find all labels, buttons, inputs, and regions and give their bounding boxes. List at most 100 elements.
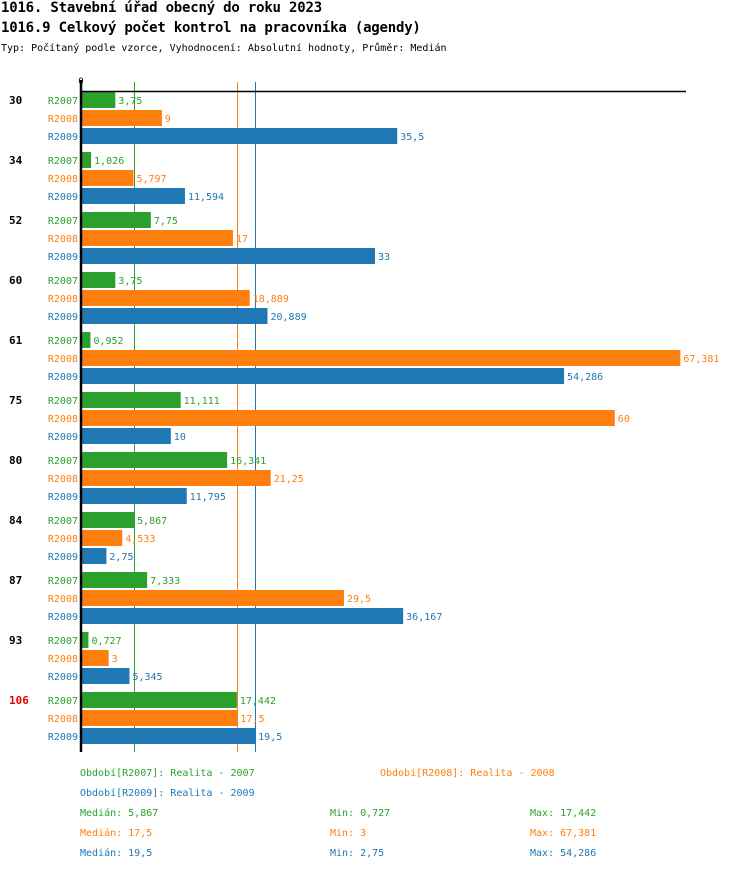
category-label: 106 [9,694,29,707]
data-label: 7,75 [154,216,178,227]
data-label: 11,795 [190,492,226,503]
bar [82,710,238,726]
series-label: R2009 [48,132,78,143]
data-label: 9 [165,114,171,125]
series-label: R2008 [48,534,78,545]
chart-meta: Typ: Počítaný podle vzorce, Vyhodnocení:… [1,43,447,54]
bar [82,272,116,288]
data-label: 19,5 [258,732,282,743]
bar [82,110,162,126]
bar [82,212,151,228]
category-label: 61 [9,334,23,347]
bar [82,350,681,366]
bar [82,410,615,426]
axis-zero-label: 0 [78,77,83,87]
series-label: R2008 [48,174,78,185]
data-label: 3,75 [118,276,142,287]
series-label: R2009 [48,252,78,263]
legend-item-r2007: Období[R2007]: Realita - 2007 [80,768,255,779]
series-label: R2007 [48,456,78,467]
series-label: R2008 [48,594,78,605]
series-label: R2008 [48,354,78,365]
series-label: R2009 [48,552,78,563]
series-label: R2007 [48,96,78,107]
data-label: 11,111 [184,396,220,407]
bar [82,92,116,108]
data-label: 60 [618,414,630,425]
bar [82,530,123,546]
bar [82,572,148,588]
bar [82,392,181,408]
data-label: 20,889 [270,312,306,323]
data-label: 4,533 [125,534,155,545]
category-label: 34 [9,154,23,167]
series-label: R2007 [48,696,78,707]
bar [82,230,233,246]
series-label: R2008 [48,714,78,725]
data-label: 35,5 [400,132,424,143]
bar [82,128,398,144]
data-label: 17 [236,234,248,245]
data-label: 1,026 [94,156,124,167]
bar [82,470,271,486]
bar [82,152,92,168]
category-label: 87 [9,574,22,587]
series-label: R2009 [48,192,78,203]
data-label: 67,381 [683,354,719,365]
data-label: 5,867 [137,516,167,527]
stat-min-r2009: Min: 2,75 [330,848,385,859]
data-label: 17,442 [240,696,276,707]
series-label: R2009 [48,492,78,503]
data-label: 10 [174,432,186,443]
stat-max-r2008: Max: 67,381 [530,828,597,839]
series-label: R2009 [48,672,78,683]
category-label: 60 [9,274,22,287]
bar [82,308,268,324]
bar [82,452,228,468]
series-label: R2007 [48,336,78,347]
bar [82,428,171,444]
data-label: 3,75 [118,96,142,107]
legend-item-r2008: Období[R2008]: Realita - 2008 [380,768,555,779]
series-label: R2007 [48,396,78,407]
data-label: 11,594 [188,192,224,203]
stat-median-r2009: Medián: 19,5 [80,848,153,859]
bar [82,608,404,624]
stat-max-r2007: Max: 17,442 [530,808,597,819]
series-label: R2009 [48,432,78,443]
series-label: R2008 [48,294,78,305]
category-label: 84 [9,514,23,527]
stat-min-r2007: Min: 0,727 [330,808,391,819]
bar [82,332,91,348]
legend-item-r2009: Období[R2009]: Realita - 2009 [80,788,255,799]
bar [82,488,187,504]
bar [82,668,130,684]
bar [82,290,250,306]
data-label: 33 [378,252,390,263]
bar [82,632,89,648]
data-label: 17,5 [240,714,264,725]
data-label: 5,345 [132,672,162,683]
series-label: R2009 [48,312,78,323]
page-title: 1016. Stavební úřad obecný do roku 2023 [1,0,322,16]
series-label: R2009 [48,612,78,623]
data-label: 5,797 [136,174,166,185]
data-label: 36,167 [406,612,442,623]
bar [82,728,256,744]
bar [82,692,237,708]
series-label: R2008 [48,474,78,485]
category-label: 30 [9,94,22,107]
data-label: 18,889 [253,294,289,305]
category-label: 93 [9,634,22,647]
series-label: R2007 [48,516,78,527]
series-label: R2008 [48,234,78,245]
bar [82,188,185,204]
series-label: R2007 [48,276,78,287]
bar [82,590,344,606]
bar [82,248,376,264]
data-label: 2,75 [109,552,133,563]
bar [82,512,135,528]
stat-median-r2008: Medián: 17,5 [80,828,153,839]
series-label: R2009 [48,372,78,383]
